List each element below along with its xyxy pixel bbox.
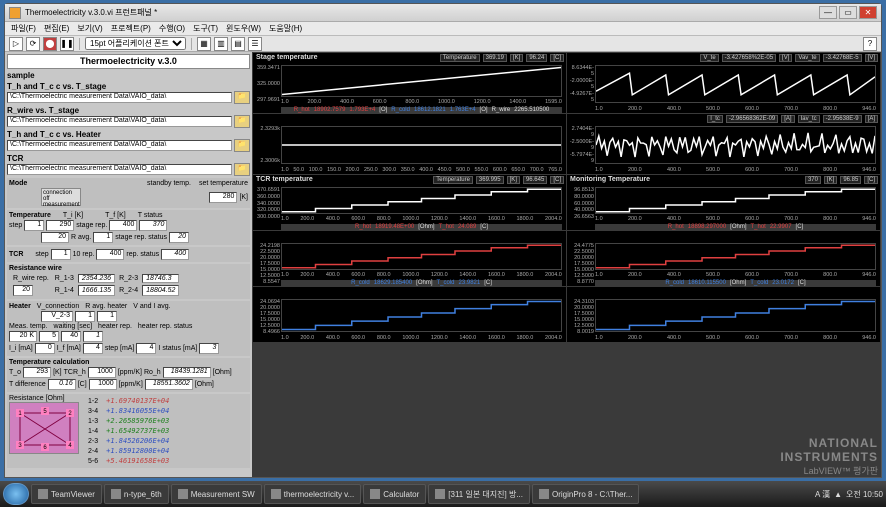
heater-step[interactable]: 4 [136, 343, 156, 354]
menubar: 파일(F) 편집(E) 보기(V) 프로젝트(P) 수행(O) 도구(T) 윈도… [5, 22, 881, 36]
mode-label: Mode [9, 180, 27, 187]
clock: 오전 10:50 [846, 489, 883, 500]
heater-if[interactable]: 4 [83, 343, 103, 354]
task-item[interactable]: OriginPro 8 - C:\Ther... [532, 484, 639, 504]
chart-rcold-right: 24.310320.000017.500015.000012.50008.001… [567, 287, 880, 342]
reorder-button[interactable]: ☰ [248, 37, 262, 51]
reslist-label: Resistance [Ohm] [9, 395, 79, 402]
right-panel: Stage temperatureTemperature369.19[K]96.… [252, 52, 881, 477]
toolbar: ▷ ⟳ ⬤ ❚❚ 15pt 어플리케이션 폰트 ▦ ▥ ▤ ☰ ? [5, 36, 881, 52]
meastemp[interactable]: 20 K [9, 331, 37, 342]
path2-browse[interactable]: 📁 [234, 115, 250, 128]
path4-browse[interactable]: 📁 [234, 163, 250, 176]
heaterrep[interactable]: 40 [61, 331, 81, 342]
heater-label: Heater [9, 303, 31, 310]
task-item[interactable]: TeamViewer [31, 484, 102, 504]
rwire-rep[interactable]: 20 [13, 285, 33, 296]
temp-stagerep[interactable]: 20 [41, 232, 69, 243]
titlebar[interactable]: Thermoelectricity v.3.0.vi 프런트패널 * — ▭ ✕ [5, 4, 881, 22]
temp-status: 370 [139, 220, 167, 231]
chart-stage-temp: Stage temperatureTemperature369.19[K]96.… [253, 53, 566, 113]
path3-title: T_h and T_c c vs. Heater [7, 130, 250, 139]
waiting[interactable]: 5 [39, 331, 59, 342]
temp-step[interactable]: 1 [24, 220, 44, 231]
left-panel: Thermoelectricity v.3.0 sample T_h and T… [5, 52, 252, 477]
tcr-step[interactable]: 1 [51, 249, 71, 260]
path3-browse[interactable]: 📁 [234, 139, 250, 152]
menu-help[interactable]: 도움말(H) [269, 23, 302, 34]
menu-file[interactable]: 파일(F) [11, 23, 36, 34]
menu-tools[interactable]: 도구(T) [193, 23, 218, 34]
menu-window[interactable]: 윈도우(W) [226, 23, 261, 34]
resistance-label: Resistance wire [9, 265, 62, 272]
content: Thermoelectricity v.3.0 sample T_h and T… [5, 52, 881, 477]
taskbar: TeamViewern-type_6thMeasurement SWthermo… [0, 481, 886, 507]
path1-title: T_h and T_c c vs. T_stage [7, 82, 250, 91]
maximize-button[interactable]: ▭ [839, 6, 857, 19]
chart-rhot-left: 24.219822.500020.000017.500015.000012.50… [253, 231, 566, 286]
app-title: Thermoelectricity v.3.0 [7, 54, 250, 69]
start-button[interactable] [3, 483, 29, 505]
tcr-rep[interactable]: 400 [96, 249, 124, 260]
window-title: Thermoelectricity v.3.0.vi 프런트패널 * [25, 7, 819, 18]
path3-input[interactable]: \C:\Thermoelectric measurement Data\VAIO… [7, 140, 232, 151]
tempcalc-tcrh[interactable]: 1000 [88, 367, 116, 378]
task-item[interactable]: n-type_6th [104, 484, 169, 504]
vandiavg[interactable]: 1 [97, 311, 117, 322]
mode-selector[interactable]: connection offmeasurement [41, 188, 81, 206]
resistance-list: 1-2+1.69740137E+043-4+1.83416055E+041-3+… [83, 395, 174, 467]
chart-rhot-right: 24.477522.500020.000017.500015.000012.50… [567, 231, 880, 286]
heater-ii[interactable]: 0 [35, 343, 55, 354]
path4-title: TCR [7, 154, 250, 163]
search-icon[interactable]: ? [863, 37, 877, 51]
task-item[interactable]: [311 일본 대지진] 방... [428, 484, 530, 504]
path2-input[interactable]: \C:\Thermoelectric measurement Data\VAIO… [7, 116, 232, 127]
abort-button[interactable]: ⬤ [43, 37, 57, 51]
menu-project[interactable]: 프로젝트(P) [111, 23, 151, 34]
task-item[interactable]: Calculator [363, 484, 426, 504]
pin-diagram: 1 2 3 4 5 6 [9, 402, 79, 454]
menu-operate[interactable]: 수행(O) [159, 23, 185, 34]
tempcalc-label: Temperature calculation [9, 359, 89, 366]
tempcalc-to[interactable]: 293 [23, 367, 51, 378]
path1-browse[interactable]: 📁 [234, 91, 250, 104]
chart-itc: I_tc-2.96568362E-09[A]Iav_tc-2.95638E-9[… [567, 114, 880, 174]
run-cont-button[interactable]: ⟳ [26, 37, 40, 51]
chart-rwire: 2.3293k2.3006k1.050.0100.0150.0200.0250.… [253, 114, 566, 174]
chart-tcr-temp: TCR temperatureTemperature369.995[K]96.6… [253, 175, 566, 230]
set-temp-input[interactable]: 280 [209, 192, 237, 203]
app-window: Thermoelectricity v.3.0.vi 프런트패널 * — ▭ ✕… [4, 3, 882, 478]
minimize-button[interactable]: — [819, 6, 837, 19]
system-tray[interactable]: A 漢 ▲ 오전 10:50 [815, 489, 883, 500]
temp-tf[interactable]: 400 [109, 220, 137, 231]
align-button[interactable]: ▦ [197, 37, 211, 51]
run-button[interactable]: ▷ [9, 37, 23, 51]
temp-ti[interactable]: 290 [46, 220, 74, 231]
chart-monitoring: Monitoring Temperature370[K]96.85[C]96.8… [567, 175, 880, 230]
ravgheater[interactable]: 1 [75, 311, 95, 322]
path1-input[interactable]: \C:\Thermoelectric measurement Data\VAIO… [7, 92, 232, 103]
font-select[interactable]: 15pt 어플리케이션 폰트 [85, 37, 186, 50]
distribute-button[interactable]: ▥ [214, 37, 228, 51]
chart-vte: V_te-3.427658%2E-05[V]Vav_te-3.42768E-5[… [567, 53, 880, 113]
resize-button[interactable]: ▤ [231, 37, 245, 51]
vconn[interactable]: V_2-3 [41, 311, 73, 322]
menu-view[interactable]: 보기(V) [77, 23, 102, 34]
sample-label: sample [7, 71, 250, 80]
task-item[interactable]: thermoelectricity v... [264, 484, 362, 504]
temp-ravg[interactable]: 1 [93, 232, 113, 243]
labview-icon [9, 7, 21, 19]
tcr-label: TCR [9, 251, 23, 258]
task-item[interactable]: Measurement SW [171, 484, 262, 504]
close-button[interactable]: ✕ [859, 6, 877, 19]
chart-rcold-left: 24.069420.000017.500015.000012.50008.496… [253, 287, 566, 342]
path2-title: R_wire vs. T_stage [7, 106, 250, 115]
menu-edit[interactable]: 편집(E) [44, 23, 69, 34]
resistance-table: R_wire rep. R_1-32354.236 R_2-318746.3 2… [9, 272, 181, 298]
pause-button[interactable]: ❚❚ [60, 37, 74, 51]
temperature-label: Temperature [9, 212, 51, 219]
path4-input[interactable]: \C:\Thermoelectric measurement Data\VAIO… [7, 164, 232, 175]
